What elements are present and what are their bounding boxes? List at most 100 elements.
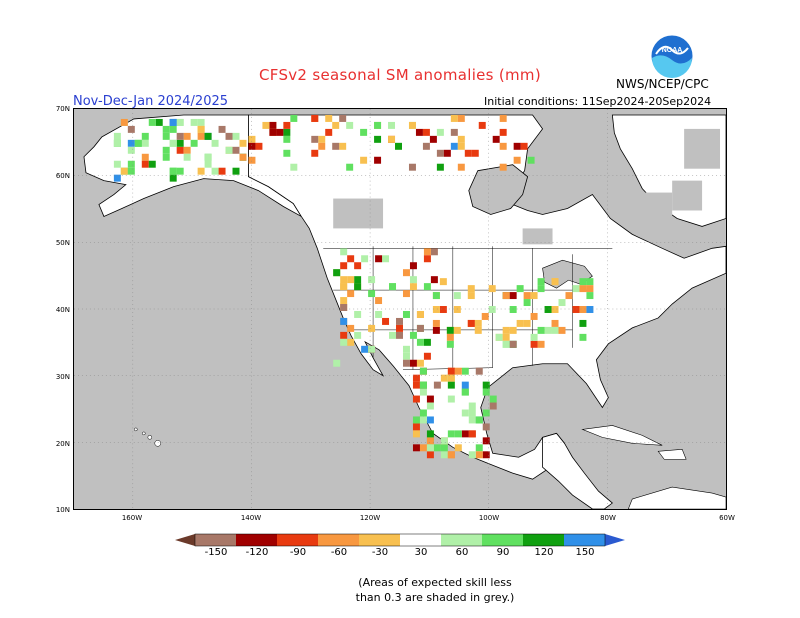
anomaly-cell (204, 153, 212, 161)
lon-label-120w: 120W (359, 514, 381, 522)
anomaly-cell (347, 276, 355, 284)
lon-label-100w: 100W (478, 514, 500, 522)
anomaly-cell (537, 285, 545, 293)
anomaly-cell (361, 255, 369, 263)
anomaly-cell (429, 135, 437, 143)
legend-swatch (236, 534, 277, 546)
anomaly-cell (453, 306, 461, 313)
legend-swatch (482, 534, 523, 546)
anomaly-cell (523, 299, 531, 307)
anomaly-cell (436, 163, 444, 171)
anomaly-cell (579, 278, 587, 286)
anomaly-cell (340, 304, 348, 311)
anomaly-cell (453, 292, 461, 300)
anomaly-cell (440, 444, 448, 452)
anomaly-cell (516, 285, 524, 293)
anomaly-cell (439, 278, 447, 286)
anomaly-cell (482, 437, 490, 445)
cuba-land (581, 425, 663, 446)
anomaly-cell (204, 132, 212, 140)
anomaly-cell (402, 290, 410, 298)
anomaly-cell (360, 156, 368, 164)
anomaly-cell (141, 160, 149, 168)
anomaly-cell (416, 310, 424, 318)
anomaly-cell (148, 118, 156, 126)
anomaly-cell (347, 338, 355, 346)
anomaly-cell (436, 128, 444, 136)
anomaly-cell (176, 146, 184, 154)
legend-swatch (359, 534, 400, 546)
anomaly-cell (426, 416, 434, 424)
anomaly-cell (489, 395, 497, 403)
anomaly-cell (433, 444, 441, 452)
anomaly-cell (340, 338, 348, 346)
anomaly-cell (502, 340, 510, 348)
anomaly-cell (283, 121, 291, 129)
anomaly-cell (450, 114, 458, 122)
anomaly-cell (113, 174, 121, 182)
anomaly-cell (426, 444, 434, 452)
anomaly-cell (283, 128, 291, 136)
anomaly-cell (225, 132, 233, 140)
anomaly-cell (454, 430, 462, 438)
legend-label: 30 (414, 547, 428, 558)
anomaly-cell (558, 299, 566, 307)
anomaly-cell (176, 167, 184, 175)
legend-swatch (441, 534, 482, 546)
anomaly-cell (183, 153, 191, 161)
anomaly-cell (368, 290, 376, 298)
legend-label: 90 (496, 547, 510, 558)
legend-label: 150 (575, 547, 595, 558)
anomaly-cell (127, 125, 135, 133)
anomaly-cell (375, 297, 383, 305)
anomaly-cell (211, 167, 219, 175)
anomaly-cell (396, 317, 403, 325)
anomaly-cell (426, 402, 434, 410)
anomaly-cell (204, 160, 212, 168)
anomaly-cell (436, 149, 444, 157)
anomaly-cell (502, 292, 510, 300)
anomaly-cell (579, 333, 587, 341)
anomaly-cell (461, 430, 469, 438)
anomaly-cell (509, 340, 517, 348)
anomaly-cell (388, 121, 396, 129)
anomaly-cell (162, 125, 170, 133)
anomaly-cell (162, 146, 170, 154)
anomaly-cell (340, 317, 348, 325)
skill-note-line1: (Areas of expected skill less (358, 576, 512, 589)
lat-label-50n: 50N (55, 239, 70, 247)
anomaly-cell (340, 262, 348, 270)
no-skill-regions (333, 128, 721, 245)
legend-arrow-low (175, 534, 195, 546)
anomaly-cell (361, 345, 369, 353)
anomaly-cell (333, 359, 341, 367)
anomaly-cell (197, 132, 205, 140)
anomaly-cell (499, 128, 507, 136)
anomaly-cell (432, 306, 440, 313)
legend-swatch (523, 534, 564, 546)
anomaly-cell (419, 388, 427, 396)
anomaly-cell (565, 292, 573, 300)
anomaly-cell (402, 269, 410, 277)
anomaly-cell (248, 156, 256, 164)
anomaly-cell (382, 255, 390, 263)
anomaly-cell (197, 125, 205, 133)
anomaly-cell (489, 402, 497, 410)
anomaly-cell (423, 352, 431, 360)
anomaly-cell (382, 317, 390, 325)
anomaly-cell (447, 381, 455, 389)
anomaly-cell (412, 416, 420, 424)
anomaly-cell (492, 135, 500, 143)
anomaly-cell (325, 114, 333, 122)
anomaly-cell (551, 278, 559, 286)
anomaly-cell (461, 381, 469, 389)
anomaly-cell (572, 285, 580, 293)
anomaly-cell (513, 142, 521, 150)
anomaly-cell (134, 139, 142, 147)
anomaly-cell (190, 118, 198, 126)
anomaly-cell (127, 139, 135, 147)
anomaly-cell (439, 306, 447, 313)
anomaly-cell (395, 142, 402, 150)
anomaly-cell (454, 367, 462, 375)
anomaly-cell (502, 326, 510, 334)
